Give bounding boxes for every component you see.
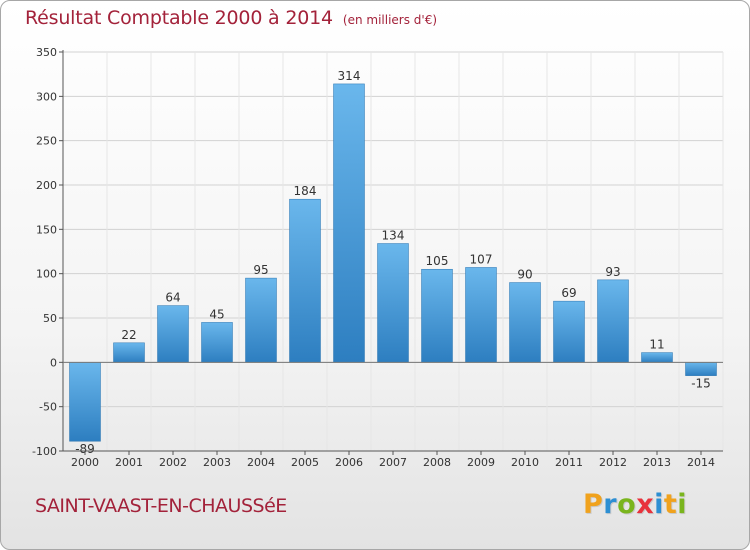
chart-title: Résultat Comptable 2000 à 2014 <box>25 7 333 29</box>
brand-letter: t <box>663 489 678 520</box>
brand-letter: x <box>636 489 655 520</box>
brand-letter: o <box>617 489 637 520</box>
x-tick-label: 2007 <box>379 456 407 469</box>
commune-name: SAINT-VAAST-EN-CHAUSSéE <box>35 495 287 517</box>
bar-value-label: 184 <box>294 184 317 198</box>
y-tick-label: 350 <box>36 46 57 59</box>
y-tick-label: 100 <box>36 268 57 281</box>
x-tick-label: 2014 <box>687 456 715 469</box>
y-tick-label: 150 <box>36 223 57 236</box>
bar <box>509 282 541 363</box>
bar-value-label: 107 <box>470 252 493 266</box>
bar <box>157 305 189 363</box>
brand-letter: i <box>677 489 688 520</box>
bar-value-label: 93 <box>605 265 620 279</box>
bar-value-label: 64 <box>165 291 180 305</box>
bar-value-label: 22 <box>121 328 136 342</box>
bar <box>113 342 145 363</box>
x-tick-label: 2001 <box>115 456 143 469</box>
bar-value-label: 69 <box>561 286 576 300</box>
x-tick-label: 2008 <box>423 456 451 469</box>
chart-subtitle: (en milliers d'€) <box>342 13 438 27</box>
bar-value-label: -89 <box>75 442 95 456</box>
y-tick-label: 200 <box>36 179 57 192</box>
x-tick-label: 2003 <box>203 456 231 469</box>
bar <box>685 362 717 376</box>
proxiti-logo: Proxiti <box>583 489 687 520</box>
bar <box>465 267 497 363</box>
bar-value-label: 90 <box>517 268 532 282</box>
brand-letter: P <box>583 489 604 520</box>
bar-value-label: 11 <box>649 338 664 352</box>
bar-value-label: 45 <box>209 307 224 321</box>
brand-letter: r <box>603 489 618 520</box>
bar-value-label: 95 <box>253 263 268 277</box>
x-tick-label: 2005 <box>291 456 319 469</box>
x-tick-label: 2011 <box>555 456 583 469</box>
y-tick-label: 0 <box>50 356 57 369</box>
y-tick-label: -50 <box>39 401 57 414</box>
x-tick-label: 2013 <box>643 456 671 469</box>
bar-value-label: -15 <box>691 377 711 391</box>
y-tick-label: 50 <box>43 312 57 325</box>
brand-letter: i <box>654 489 664 520</box>
x-tick-label: 2009 <box>467 456 495 469</box>
bar <box>597 279 629 363</box>
x-tick-label: 2012 <box>599 456 627 469</box>
y-tick-label: 250 <box>36 135 57 148</box>
bar <box>421 268 453 363</box>
y-tick-label: -100 <box>32 445 57 458</box>
bar <box>289 198 321 363</box>
x-tick-label: 2000 <box>71 456 99 469</box>
bar-value-label: 105 <box>426 254 449 268</box>
bar-value-label: 314 <box>338 69 361 83</box>
bar-value-label: 134 <box>382 229 405 243</box>
bar <box>69 362 101 442</box>
bar <box>333 83 365 363</box>
bar <box>201 322 233 363</box>
x-tick-label: 2004 <box>247 456 275 469</box>
bar <box>641 352 673 363</box>
y-tick-label: 300 <box>36 90 57 103</box>
bar <box>553 300 585 363</box>
bar <box>377 243 409 363</box>
x-tick-label: 2006 <box>335 456 363 469</box>
bar <box>245 277 277 363</box>
chart-title-block: Résultat Comptable 2000 à 2014 (en millie… <box>25 7 437 29</box>
x-tick-label: 2010 <box>511 456 539 469</box>
x-tick-label: 2002 <box>159 456 187 469</box>
